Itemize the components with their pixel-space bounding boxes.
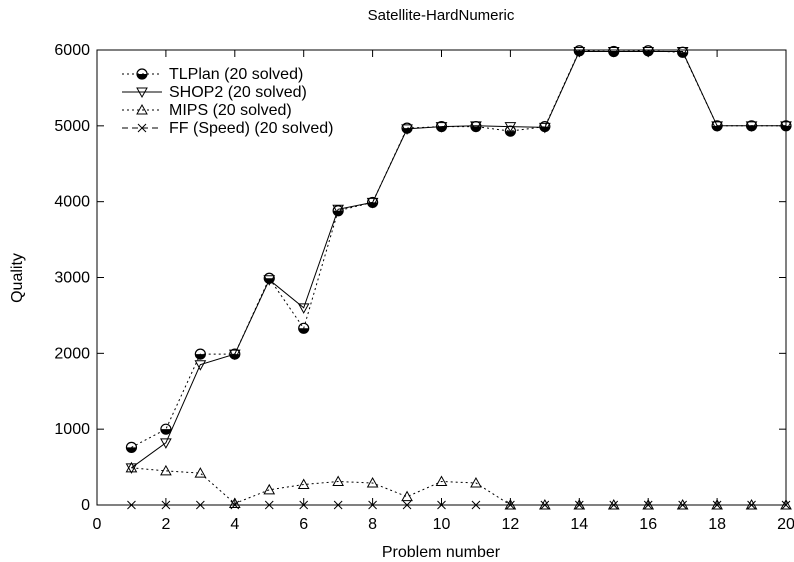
data-point [332, 204, 344, 216]
series-line [131, 51, 786, 469]
legend-marker [137, 123, 147, 133]
x-tick-label: 10 [433, 516, 451, 533]
data-point [333, 500, 343, 510]
series-4 [127, 500, 791, 510]
data-point [160, 464, 172, 476]
data-point [125, 441, 138, 453]
x-tick-label: 20 [777, 516, 794, 533]
y-axis-label: Quality [9, 253, 26, 303]
x-tick-label: 4 [230, 516, 239, 533]
y-tick-label: 6000 [54, 42, 90, 59]
data-point [401, 124, 413, 135]
chart-title: Satellite-HardNumeric [368, 7, 515, 24]
legend-marker [136, 103, 148, 115]
data-point [470, 476, 482, 488]
data-point [194, 467, 207, 478]
data-point [745, 121, 758, 132]
y-tick-label: 2000 [54, 345, 90, 362]
data-point [401, 490, 413, 502]
data-point [264, 500, 274, 510]
y-tick-label: 4000 [54, 194, 90, 211]
data-point [781, 500, 791, 510]
data-point [643, 500, 653, 510]
legend-label: SHOP2 (20 solved) [169, 84, 307, 101]
y-tick-label: 0 [81, 497, 90, 514]
y-tick-label: 3000 [54, 270, 90, 287]
data-point [194, 348, 206, 360]
data-point [504, 122, 517, 133]
data-point [127, 500, 136, 510]
data-point [506, 500, 515, 510]
data-point [402, 500, 412, 510]
x-axis-label: Problem number [382, 544, 501, 561]
x-tick-label: 18 [708, 516, 726, 533]
legend-label: MIPS (20 solved) [169, 102, 292, 119]
x-tick-label: 14 [570, 516, 588, 533]
data-point [332, 475, 344, 486]
data-point [437, 500, 446, 510]
x-tick-label: 0 [93, 516, 102, 533]
data-point [263, 275, 276, 286]
data-point [194, 360, 207, 371]
legend: TLPlan (20 solved)SHOP2 (20 solved)MIPS … [122, 66, 334, 137]
legend-label: FF (Speed) (20 solved) [169, 120, 334, 137]
legend-marker [136, 87, 148, 99]
data-point [676, 47, 689, 58]
data-point [228, 349, 241, 361]
data-point [435, 122, 448, 133]
data-point [609, 500, 619, 510]
data-point [471, 500, 481, 510]
y-axis: 0 1000 2000 3000 4000 5000 6000 [54, 42, 786, 514]
data-point [263, 483, 276, 495]
data-point [780, 121, 792, 132]
data-point [435, 475, 448, 486]
x-tick-label: 12 [502, 516, 520, 533]
data-point [574, 500, 584, 510]
data-point [299, 500, 309, 510]
data-point [368, 500, 377, 510]
data-point [125, 461, 138, 473]
series-layer [125, 45, 792, 510]
data-point [195, 500, 205, 510]
series-2 [125, 47, 792, 474]
data-point [539, 122, 551, 134]
data-point [297, 303, 310, 314]
x-tick-label: 16 [639, 516, 657, 533]
data-point [470, 121, 482, 132]
data-point [573, 47, 586, 58]
x-axis: 0 2 4 6 8 10 12 14 16 18 20 [93, 50, 794, 533]
x-tick-label: 6 [299, 516, 308, 533]
data-point [747, 500, 756, 510]
data-point [160, 423, 172, 435]
series-line [131, 467, 786, 506]
x-tick-label: 2 [161, 516, 170, 533]
y-tick-label: 5000 [54, 118, 90, 135]
data-point [712, 500, 722, 510]
y-tick-label: 1000 [54, 421, 90, 438]
data-point [642, 47, 655, 58]
data-point [540, 500, 550, 510]
data-point [230, 500, 240, 510]
data-point [607, 47, 620, 58]
data-point [297, 478, 310, 490]
data-point [711, 121, 723, 132]
x-tick-label: 8 [368, 516, 377, 533]
data-point [161, 500, 171, 510]
data-point [366, 197, 379, 209]
series-3 [125, 461, 792, 510]
data-point [160, 438, 172, 449]
data-point [678, 500, 688, 510]
legend-marker [136, 68, 148, 80]
data-point [366, 476, 379, 488]
legend-label: TLPlan (20 solved) [169, 66, 303, 83]
data-point [298, 322, 310, 334]
